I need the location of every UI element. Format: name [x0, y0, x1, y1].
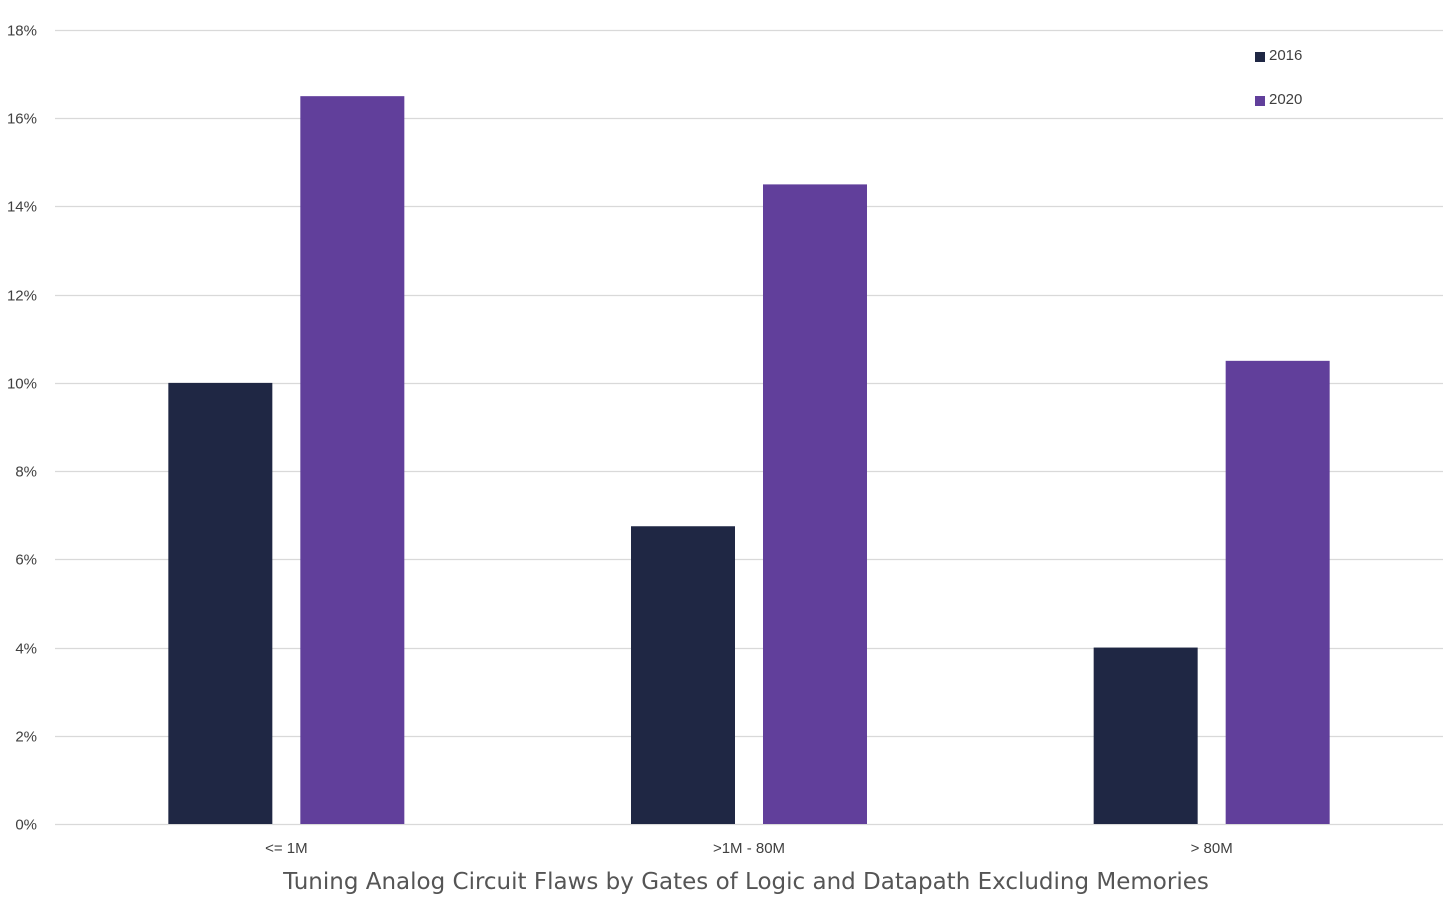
y-tick-label: 10%: [7, 376, 37, 393]
y-tick-label: 4%: [15, 641, 37, 658]
x-category-label: >1M - 80M: [713, 840, 785, 857]
y-tick-label: 14%: [7, 199, 37, 216]
bar-2020-1: [300, 96, 405, 824]
bar-2020-3: [1225, 360, 1330, 824]
y-tick-label: 6%: [15, 552, 37, 569]
legend: 2016 2020: [1255, 47, 1302, 108]
gridlines: [55, 29, 1443, 826]
legend-swatch-2016: [1255, 52, 1265, 62]
bar-2016-2: [631, 526, 735, 824]
y-tick-label: 16%: [7, 111, 37, 128]
y-axis-tick-labels: 0% 2% 4% 6% 8% 10% 12% 14% 16% 18%: [7, 23, 37, 834]
x-axis-category-labels: <= 1M >1M - 80M > 80M: [265, 840, 1233, 857]
bar-2020-2: [763, 184, 867, 824]
y-tick-label: 18%: [7, 23, 37, 40]
x-category-label: > 80M: [1191, 840, 1233, 857]
y-tick-label: 8%: [15, 464, 37, 481]
y-tick-label: 0%: [15, 817, 37, 834]
legend-swatch-2020: [1255, 96, 1265, 106]
bar-2016-3: [1093, 647, 1198, 824]
bar-2016-1: [168, 382, 273, 824]
y-tick-label: 2%: [15, 729, 37, 746]
y-tick-label: 12%: [7, 288, 37, 305]
bars: [168, 96, 1330, 824]
legend-label-2016: 2016: [1269, 47, 1302, 64]
legend-label-2020: 2020: [1269, 91, 1302, 108]
x-category-label: <= 1M: [265, 840, 308, 857]
x-axis-title: Tuning Analog Circuit Flaws by Gates of …: [282, 869, 1209, 895]
